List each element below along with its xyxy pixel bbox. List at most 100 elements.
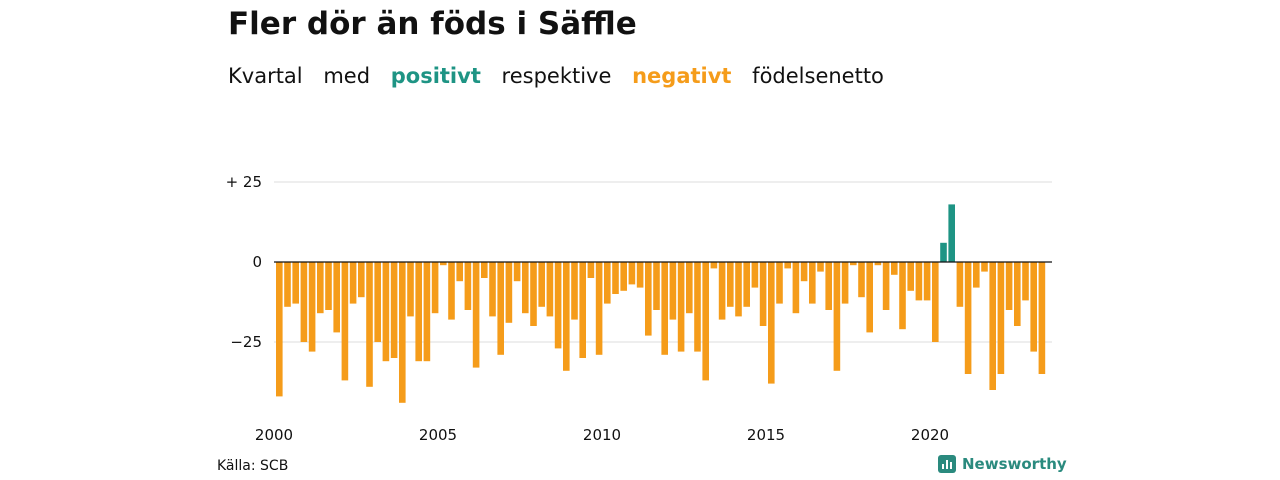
bar [349, 262, 357, 304]
bar [874, 262, 882, 266]
bar [759, 262, 767, 326]
x-tick-label: 2000 [255, 426, 293, 444]
bar [686, 262, 693, 314]
bar [1030, 262, 1037, 352]
bar [1022, 262, 1029, 301]
source-note: Källa: SCB [217, 458, 289, 474]
bar [907, 262, 914, 291]
bar [423, 262, 431, 362]
y-tick-label: 0 [252, 253, 262, 271]
bar [620, 262, 627, 291]
bar [456, 262, 463, 282]
bar [645, 262, 652, 336]
subtitle-positive-word: positivt [390, 64, 481, 88]
bar [546, 262, 554, 317]
chart-subtitle: Kvartal med positivt respektive negativt… [228, 64, 898, 88]
bar [833, 262, 841, 371]
bar [751, 262, 759, 288]
bar [571, 262, 578, 320]
bar [768, 262, 775, 384]
bar [841, 262, 849, 304]
y-tick-label: −25 [230, 333, 262, 351]
bar [932, 262, 939, 342]
x-tick-label: 2020 [911, 426, 949, 444]
bar [850, 262, 857, 266]
bar [276, 262, 283, 397]
bar [809, 262, 816, 304]
bar [661, 262, 668, 355]
bar [554, 262, 562, 349]
bar [300, 262, 308, 342]
bar [538, 262, 545, 307]
x-tick-label: 2015 [747, 426, 785, 444]
newsworthy-icon [938, 455, 956, 473]
bar [399, 262, 406, 403]
bar [866, 262, 873, 333]
bar [743, 262, 750, 307]
bar [694, 262, 701, 352]
bar [915, 262, 923, 301]
bar [579, 262, 586, 358]
bar [891, 262, 898, 275]
bar [882, 262, 890, 310]
x-tick-label: 2005 [419, 426, 457, 444]
bar [989, 262, 996, 390]
chart-title: Fler dör än föds i Säffle [228, 6, 637, 42]
bar [431, 262, 439, 314]
bar [653, 262, 660, 310]
bar [718, 262, 726, 320]
bar [710, 262, 718, 269]
bar [727, 262, 734, 307]
bar [505, 262, 513, 323]
bar [481, 262, 488, 278]
bar [948, 204, 955, 262]
bar [587, 262, 595, 278]
subtitle-part3: respektive [501, 64, 612, 88]
bar [513, 262, 521, 282]
bar [1038, 262, 1046, 374]
bar [374, 262, 381, 342]
bar [325, 262, 332, 310]
bar [940, 242, 947, 262]
bar [636, 262, 644, 288]
bar [366, 262, 373, 387]
subtitle-part4: födelsenetto [752, 64, 884, 88]
bar [415, 262, 422, 362]
bar [530, 262, 537, 326]
bar [677, 262, 685, 352]
bar [964, 262, 972, 374]
bar [382, 262, 390, 362]
bar [792, 262, 800, 314]
bar [497, 262, 504, 355]
bar [522, 262, 529, 314]
bar [604, 262, 611, 304]
bar [997, 262, 1005, 374]
bar [317, 262, 324, 314]
bar [292, 262, 299, 304]
subtitle-negative-word: negativt [632, 64, 732, 88]
brand-name: Newsworthy [962, 455, 1067, 473]
bar [776, 262, 783, 304]
bar [825, 262, 832, 310]
bar [390, 262, 398, 358]
bar [472, 262, 480, 368]
bar [284, 262, 291, 307]
brand-logo: Newsworthy [938, 455, 1067, 473]
subtitle-part1: Kvartal [228, 64, 303, 88]
bar [407, 262, 414, 317]
bar [702, 262, 709, 381]
bar [333, 262, 340, 333]
bar [358, 262, 365, 298]
bar [800, 262, 808, 282]
subtitle-part2: med [323, 64, 371, 88]
bar [612, 262, 619, 294]
x-tick-label: 2010 [583, 426, 621, 444]
bar [563, 262, 570, 371]
bar [735, 262, 742, 317]
bar [1014, 262, 1021, 326]
bar [669, 262, 677, 320]
bar [448, 262, 455, 320]
bar [1005, 262, 1013, 310]
bar [595, 262, 603, 355]
